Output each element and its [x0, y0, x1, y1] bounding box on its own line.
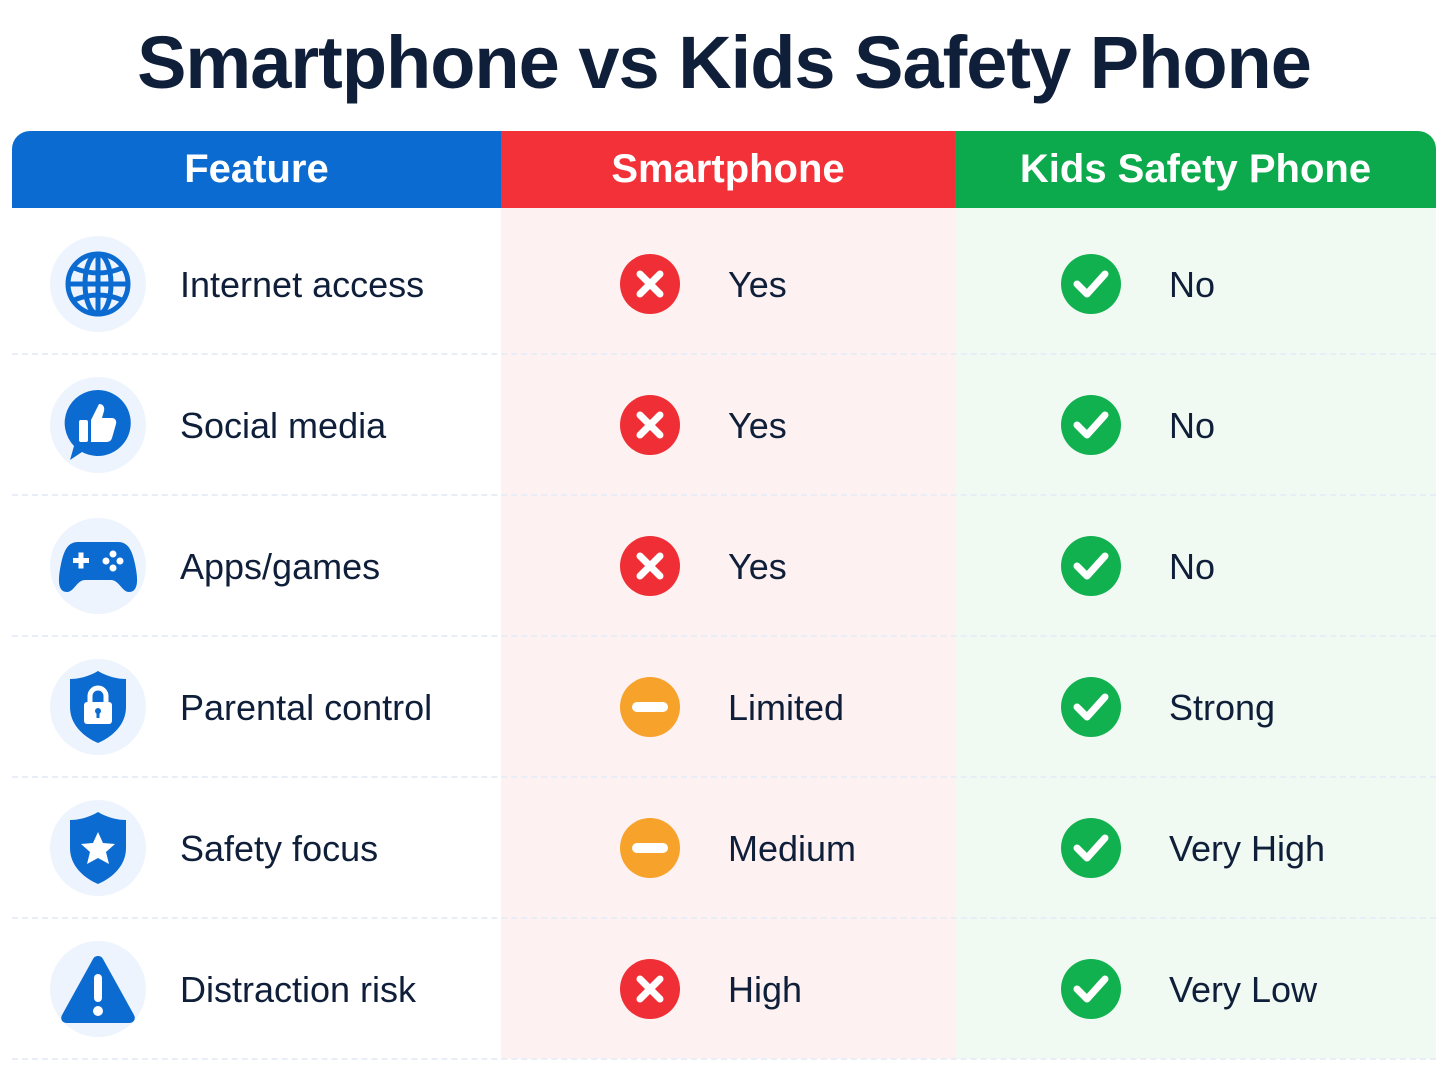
smartphone-cross-icon — [620, 959, 680, 1019]
smartphone-cross-icon — [620, 395, 680, 455]
kids-check-icon — [1061, 395, 1121, 455]
kids-check-icon — [1061, 677, 1121, 737]
page-title: Smartphone vs Kids Safety Phone — [137, 21, 1312, 104]
smartphone-value: Yes — [728, 263, 787, 305]
smartphone-value: Limited — [728, 686, 845, 728]
feature-label: Parental control — [180, 686, 433, 728]
shield-star-icon — [50, 800, 146, 896]
header-kids-safety-phone: Kids Safety Phone — [955, 131, 1436, 208]
table-row: Distraction risk High Very Low — [12, 919, 1436, 1060]
gamepad-icon — [50, 518, 146, 614]
kids-check-icon — [1061, 818, 1121, 878]
kids-value: No — [1169, 404, 1216, 446]
smartphone-value: High — [728, 968, 803, 1010]
feature-label: Distraction risk — [180, 968, 417, 1010]
table-row: Social media Yes No — [12, 355, 1436, 496]
table-row: Parental control Limited Strong — [12, 637, 1436, 778]
smartphone-value: Medium — [728, 827, 857, 869]
feature-label: Safety focus — [180, 827, 379, 869]
smartphone-minus-icon — [620, 818, 680, 878]
thumbs-up-icon — [50, 377, 146, 473]
warning-icon — [50, 941, 146, 1037]
kids-value: Very High — [1169, 827, 1326, 869]
smartphone-cross-icon — [620, 254, 680, 314]
comparison-table: Feature Smartphone Kids Safety Phone Int… — [12, 131, 1436, 1060]
smartphone-value: Yes — [728, 545, 787, 587]
kids-value: Strong — [1169, 686, 1276, 728]
shield-lock-icon — [50, 659, 146, 755]
kids-value: Very Low — [1169, 968, 1318, 1010]
smartphone-value: Yes — [728, 404, 787, 446]
feature-label: Social media — [180, 404, 387, 446]
table-row: Apps/games Yes No — [12, 496, 1436, 637]
kids-value: No — [1169, 545, 1216, 587]
globe-icon — [50, 236, 146, 332]
kids-value: No — [1169, 263, 1216, 305]
header-feature: Feature — [12, 131, 501, 208]
kids-check-icon — [1061, 959, 1121, 1019]
header-smartphone: Smartphone — [501, 131, 955, 208]
kids-check-icon — [1061, 254, 1121, 314]
table-row: Internet access Yes No — [12, 214, 1436, 355]
smartphone-cross-icon — [620, 536, 680, 596]
smartphone-minus-icon — [620, 677, 680, 737]
feature-label: Apps/games — [180, 545, 381, 587]
feature-label: Internet access — [180, 263, 425, 305]
kids-check-icon — [1061, 536, 1121, 596]
table-row: Safety focus Medium Very High — [12, 778, 1436, 919]
